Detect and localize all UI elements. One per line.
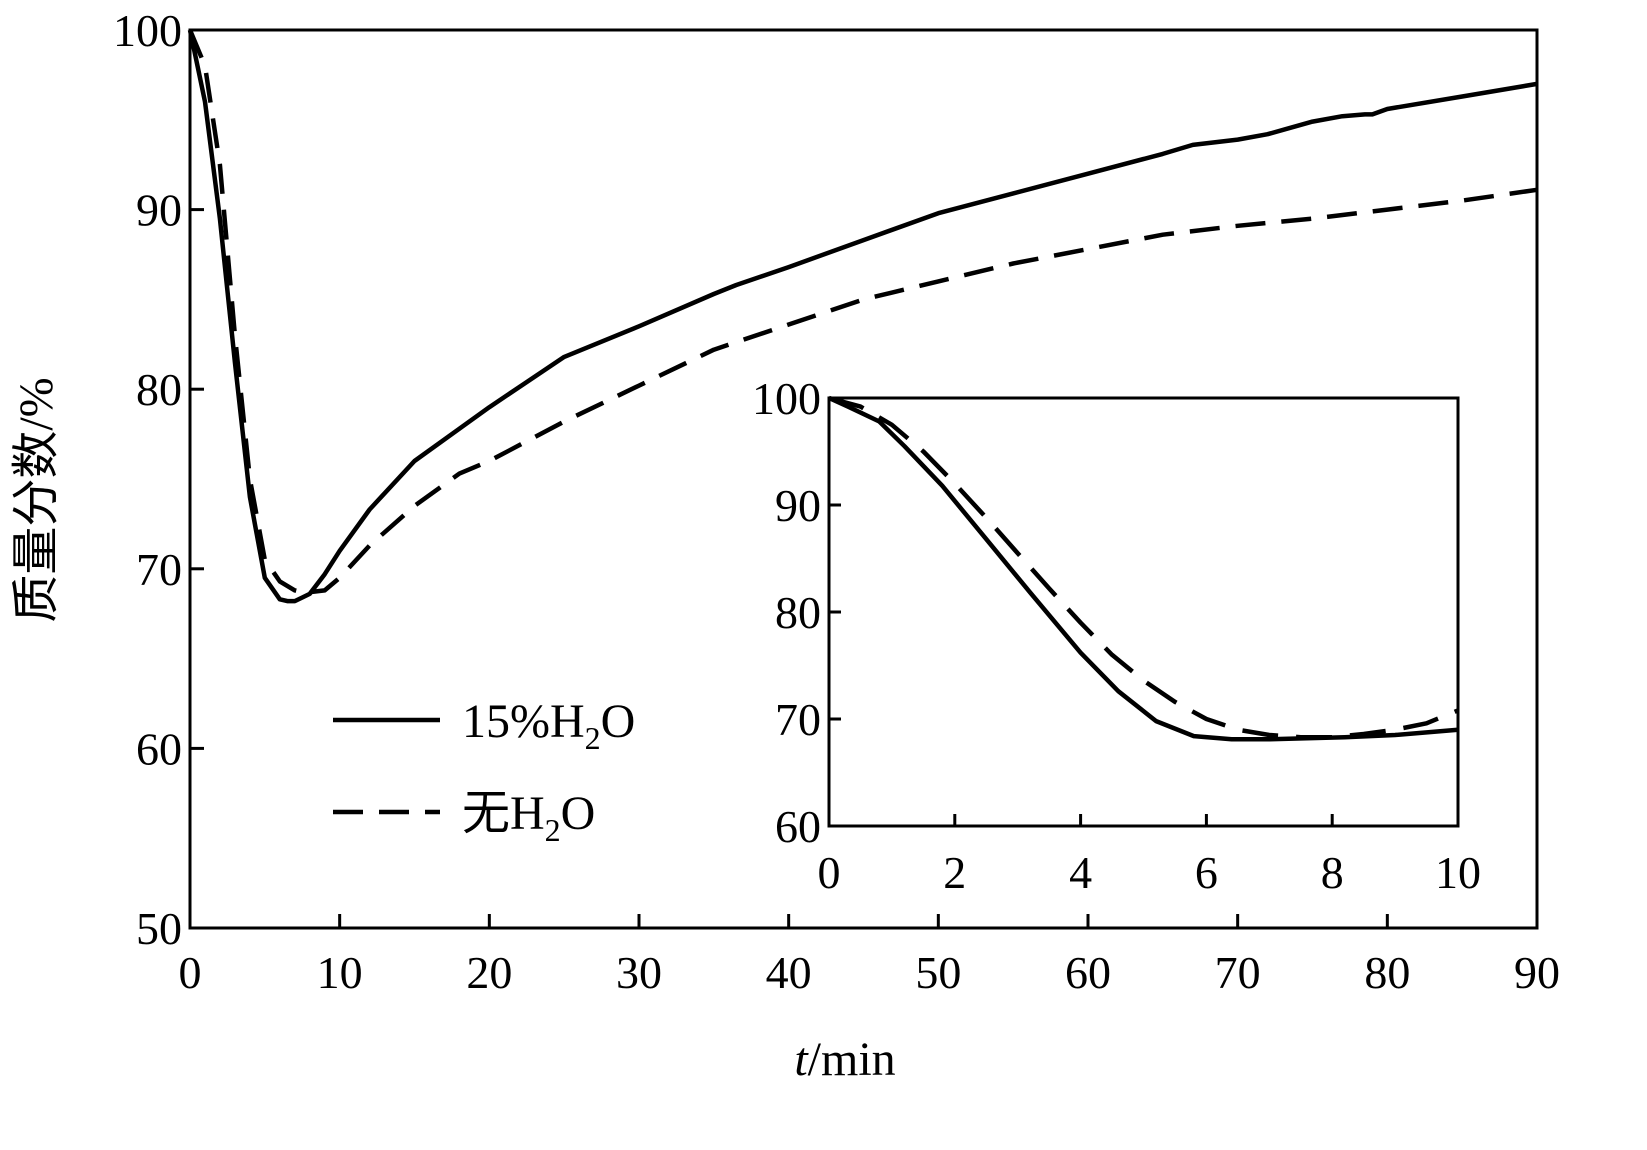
main-y-tick-label: 100 <box>113 5 182 56</box>
legend: 15%H2O 无H2O <box>333 695 635 848</box>
main-x-tick-label: 40 <box>766 947 812 998</box>
main-series-layer <box>187 29 1538 604</box>
y-axis-title: 质量分数/% <box>10 377 63 622</box>
inset-y-tick-label: 80 <box>775 587 821 638</box>
main-y-tick-label: 60 <box>136 723 182 774</box>
legend-label-no-sub: 2 <box>545 812 561 848</box>
main-y-tick-label: 80 <box>136 364 182 415</box>
inset-y-tick-label: 90 <box>775 480 821 531</box>
legend-label-15pct-prefix: 15%H <box>462 695 585 748</box>
legend-label-15pct-suffix: O <box>601 695 636 748</box>
inset-x-axis: 0 2 4 6 8 10 <box>818 814 1481 898</box>
inset-x-tick-label: 6 <box>1195 847 1218 898</box>
inset-series-no-h2o-line <box>828 395 1459 740</box>
inset-series-layer <box>828 395 1459 742</box>
x-axis-title-italic: t <box>794 1033 809 1086</box>
main-x-tick-label: 30 <box>616 947 662 998</box>
main-y-tick-label: 90 <box>136 185 182 236</box>
main-y-tick-label: 50 <box>136 903 182 954</box>
main-x-tick-label: 90 <box>1514 947 1560 998</box>
main-y-tick-label: 70 <box>136 544 182 595</box>
main-x-tick-label: 80 <box>1364 947 1410 998</box>
main-x-tick-label: 0 <box>179 947 202 998</box>
inset-y-tick-label: 60 <box>775 801 821 852</box>
main-y-axis: 50 60 70 80 90 100 <box>113 5 204 954</box>
inset-plot: 0 2 4 6 8 10 60 70 80 90 100 <box>752 373 1481 898</box>
main-x-tick-label: 70 <box>1215 947 1261 998</box>
x-axis-title-unit: /min <box>808 1033 896 1086</box>
legend-label-no-h2o: 无H2O <box>462 787 595 848</box>
main-x-tick-label: 50 <box>915 947 961 998</box>
main-x-tick-label: 60 <box>1065 947 1111 998</box>
legend-label-no-suffix: O <box>561 787 596 840</box>
legend-label-no-prefix: 无H <box>462 787 545 840</box>
main-series-15pct-h2o-line <box>187 29 1538 604</box>
x-axis-title: t/min <box>794 1033 895 1086</box>
main-x-tick-label: 10 <box>317 947 363 998</box>
inset-background <box>829 398 1458 826</box>
inset-x-tick-label: 0 <box>818 847 841 898</box>
inset-x-tick-label: 10 <box>1435 847 1481 898</box>
main-x-tick-label: 20 <box>466 947 512 998</box>
main-x-axis: 0 10 20 30 40 50 60 70 80 90 <box>179 914 1560 998</box>
inset-x-tick-label: 4 <box>1069 847 1092 898</box>
inset-x-tick-label: 8 <box>1321 847 1344 898</box>
legend-label-15pct-h2o: 15%H2O <box>462 695 635 756</box>
legend-label-15pct-sub: 2 <box>585 720 601 756</box>
main-plot-frame <box>188 28 1539 930</box>
inset-x-tick-label: 2 <box>943 847 966 898</box>
inset-y-axis: 60 70 80 90 100 <box>752 373 841 852</box>
inset-y-tick-label: 70 <box>775 694 821 745</box>
inset-y-tick-label: 100 <box>752 373 821 424</box>
